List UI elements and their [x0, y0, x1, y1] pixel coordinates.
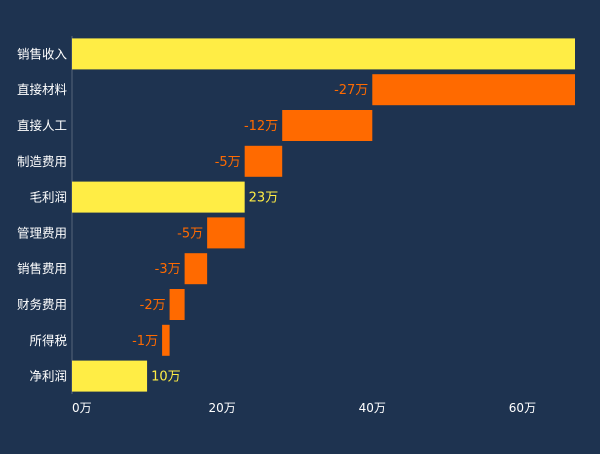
bar-5	[72, 181, 245, 213]
category-label: 直接材料	[17, 82, 68, 97]
category-label: 净利润	[29, 369, 67, 384]
data-label: -2万	[140, 298, 166, 313]
x-tick-label: 40万	[359, 401, 386, 415]
bar-8	[169, 289, 185, 320]
x-tick-label: 0万	[72, 401, 92, 415]
category-label: 销售费用	[17, 261, 67, 276]
category-label: 财务费用	[17, 297, 67, 312]
bar-2	[372, 74, 575, 106]
bar-1	[72, 38, 575, 70]
data-labels: -27万 -12万 -5万 23万 -5万 -3万 -2万 -1万 10万	[132, 83, 368, 384]
data-label: -1万	[132, 334, 158, 349]
data-label: -5万	[215, 155, 241, 170]
x-tick-label: 20万	[209, 401, 236, 415]
category-label: 管理费用	[17, 225, 67, 240]
bar-4	[244, 145, 283, 177]
data-label: 10万	[151, 370, 181, 385]
data-label: -5万	[177, 226, 203, 241]
bars-group	[72, 38, 575, 392]
bar-10	[72, 360, 148, 392]
category-label: 销售收入	[17, 46, 68, 61]
x-tick-label: 60万	[509, 401, 536, 415]
bar-9	[162, 324, 170, 356]
data-label: 23万	[249, 191, 279, 206]
category-label: 制造费用	[17, 154, 67, 169]
data-label: -3万	[155, 262, 181, 277]
category-label: 毛利润	[29, 190, 67, 205]
bar-7	[184, 253, 208, 285]
x-axis-tick-labels: 0万 20万 40万 60万	[72, 401, 536, 415]
data-label: -27万	[334, 83, 368, 98]
data-label: -12万	[244, 119, 278, 134]
category-label: 所得税	[29, 333, 67, 348]
category-label: 直接人工	[17, 118, 67, 133]
bar-3	[282, 110, 373, 141]
bar-6	[207, 217, 245, 249]
